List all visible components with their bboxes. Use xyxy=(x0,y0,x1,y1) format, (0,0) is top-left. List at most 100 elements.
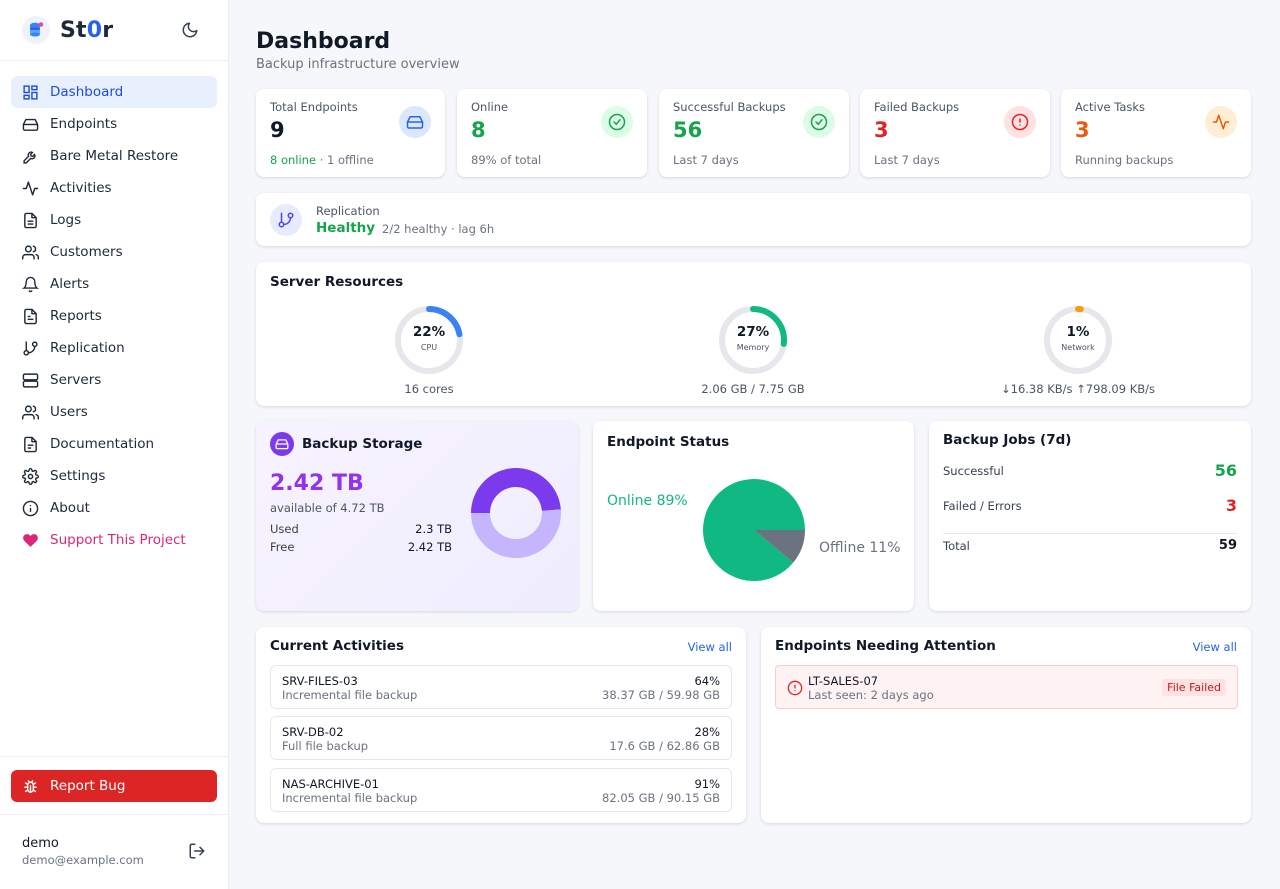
jobs-failed-row: Failed / Errors 3 xyxy=(943,496,1237,515)
check-circle-icon xyxy=(601,106,633,138)
stat-card-online[interactable]: Online 8 89% of total xyxy=(457,89,647,177)
server-resources-title: Server Resources xyxy=(270,274,404,290)
brand-name: St0r xyxy=(60,17,114,43)
sidebar-item-activities[interactable]: Activities xyxy=(11,172,217,204)
report-bug-button[interactable]: Report Bug xyxy=(11,770,217,802)
sidebar-item-customers[interactable]: Customers xyxy=(11,236,217,268)
storage-free-value: 2.42 TB xyxy=(270,471,364,496)
jobs-divider xyxy=(943,533,1237,534)
stat-sub: Running backups xyxy=(1075,153,1174,167)
users-icon xyxy=(21,243,39,261)
activity-type: Incremental file backup xyxy=(282,688,418,702)
attention-view-all-link[interactable]: View all xyxy=(1192,640,1237,654)
stat-card-total-endpoints[interactable]: Total Endpoints 9 8 online · 1 offline xyxy=(256,89,445,177)
network-percent: 1% xyxy=(1066,324,1090,340)
backup-jobs-title: Backup Jobs (7d) xyxy=(943,432,1072,448)
sidebar-item-label: Servers xyxy=(50,372,102,388)
sidebar-item-servers[interactable]: Servers xyxy=(11,364,217,396)
sidebar-item-label: Documentation xyxy=(50,436,155,452)
database-logo-icon xyxy=(22,16,50,44)
stat-value: 9 xyxy=(270,118,285,142)
sidebar-item-label: Settings xyxy=(50,468,106,484)
wrench-icon xyxy=(21,147,39,165)
current-activities-card: Current Activities View all SRV-FILES-03… xyxy=(256,627,746,823)
server-icon xyxy=(21,371,39,389)
network-gauge: 1% Network xyxy=(1038,304,1118,384)
sidebar-item-reports[interactable]: Reports xyxy=(11,300,217,332)
sidebar-item-label: Replication xyxy=(50,340,125,356)
bug-icon xyxy=(21,777,39,795)
sidebar-item-endpoints[interactable]: Endpoints xyxy=(11,108,217,140)
memory-gauge: 27% Memory xyxy=(713,304,793,384)
activity-item[interactable]: SRV-FILES-03 Incremental file backup 64%… xyxy=(270,665,732,709)
stat-card-failed-backups[interactable]: Failed Backups 3 Last 7 days xyxy=(860,89,1050,177)
replication-status: Healthy xyxy=(316,220,376,236)
endpoints-attention-title: Endpoints Needing Attention xyxy=(775,638,996,654)
jobs-total-row: Total 59 xyxy=(943,538,1237,553)
sidebar-item-replication[interactable]: Replication xyxy=(11,332,217,364)
alert-circle-icon xyxy=(1004,106,1036,138)
brand[interactable]: St0r xyxy=(22,14,113,46)
sidebar-item-label: Users xyxy=(50,404,88,420)
sidebar-divider xyxy=(0,756,229,757)
storage-available: available of 4.72 TB xyxy=(270,501,385,515)
backup-storage-title: Backup Storage xyxy=(302,436,423,452)
sidebar-item-label: Bare Metal Restore xyxy=(50,148,179,164)
attention-item[interactable]: LT-SALES-07 Last seen: 2 days ago File F… xyxy=(775,665,1238,709)
activity-size: 17.6 GB / 62.86 GB xyxy=(609,739,720,753)
stat-card-active-tasks[interactable]: Active Tasks 3 Running backups xyxy=(1061,89,1251,177)
stat-card-successful-backups[interactable]: Successful Backups 56 Last 7 days xyxy=(659,89,849,177)
sidebar: St0r Dashboard Endpoints Bare Metal Rest… xyxy=(0,0,229,889)
sidebar-item-dashboard[interactable]: Dashboard xyxy=(11,76,217,108)
backup-storage-card: Backup Storage 2.42 TB available of 4.72… xyxy=(256,421,578,611)
stat-label: Failed Backups xyxy=(874,100,960,114)
sidebar-item-label: About xyxy=(50,500,90,516)
activity-size: 38.37 GB / 59.98 GB xyxy=(602,688,720,702)
stat-sub: 8 online · 1 offline xyxy=(270,153,374,167)
jobs-successful-label: Successful xyxy=(943,463,1004,478)
stat-label: Total Endpoints xyxy=(270,100,358,114)
attention-endpoint-name: LT-SALES-07 xyxy=(808,674,879,688)
backup-jobs-card: Backup Jobs (7d) Successful 56 Failed / … xyxy=(929,421,1251,611)
activity-icon xyxy=(1205,106,1237,138)
sidebar-item-alerts[interactable]: Alerts xyxy=(11,268,217,300)
logout-icon[interactable] xyxy=(188,842,206,860)
stat-sub: Last 7 days xyxy=(874,153,940,167)
gear-icon xyxy=(21,467,39,485)
memory-gauge-arc xyxy=(719,306,787,374)
stat-label: Active Tasks xyxy=(1075,100,1146,114)
activity-item[interactable]: NAS-ARCHIVE-01 Incremental file backup 9… xyxy=(270,768,732,812)
sidebar-item-logs[interactable]: Logs xyxy=(11,204,217,236)
theme-toggle-moon-icon[interactable] xyxy=(180,20,200,40)
activity-type: Incremental file backup xyxy=(282,791,418,805)
activity-name: SRV-FILES-03 xyxy=(282,674,358,688)
git-branch-icon xyxy=(21,339,39,357)
jobs-failed-value: 3 xyxy=(1225,496,1237,515)
memory-info: 2.06 GB / 7.75 GB xyxy=(701,382,805,396)
activities-view-all-link[interactable]: View all xyxy=(687,640,732,654)
sidebar-item-users[interactable]: Users xyxy=(11,396,217,428)
current-activities-title: Current Activities xyxy=(270,638,404,654)
replication-card[interactable]: Replication Healthy 2/2 healthy · lag 6h xyxy=(256,193,1251,246)
activity-type: Full file backup xyxy=(282,739,369,753)
sidebar-item-about[interactable]: About xyxy=(11,492,217,524)
stat-value: 3 xyxy=(1075,118,1090,142)
file-icon xyxy=(21,307,39,325)
sidebar-item-settings[interactable]: Settings xyxy=(11,460,217,492)
stat-sub-offline: · 1 offline xyxy=(316,153,374,167)
sidebar-item-documentation[interactable]: Documentation xyxy=(11,428,217,460)
users-icon xyxy=(21,403,39,421)
sidebar-item-bare-metal-restore[interactable]: Bare Metal Restore xyxy=(11,140,217,172)
sidebar-divider xyxy=(0,814,229,815)
hard-drive-icon xyxy=(399,106,431,138)
sidebar-item-label: Logs xyxy=(50,212,82,228)
activity-item[interactable]: SRV-DB-02 Full file backup 28% 17.6 GB /… xyxy=(270,716,732,760)
sidebar-item-support-project[interactable]: Support This Project xyxy=(11,524,217,556)
sidebar-item-label: Alerts xyxy=(50,276,90,292)
jobs-successful-value: 56 xyxy=(1214,461,1237,480)
storage-free-label: Free xyxy=(270,540,295,554)
document-icon xyxy=(21,435,39,453)
storage-used-value: 2.3 TB xyxy=(415,522,452,536)
heart-icon xyxy=(21,531,39,549)
info-icon xyxy=(21,499,39,517)
